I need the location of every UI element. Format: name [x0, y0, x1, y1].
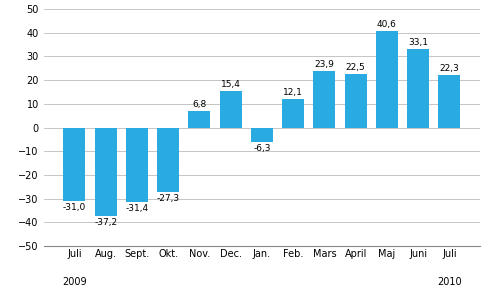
- Bar: [126, 128, 148, 202]
- Bar: [375, 31, 397, 128]
- Text: -31,0: -31,0: [62, 203, 86, 212]
- Text: -6,3: -6,3: [253, 144, 270, 153]
- Bar: [188, 111, 210, 128]
- Bar: [250, 128, 272, 142]
- Text: -31,4: -31,4: [125, 204, 148, 213]
- Text: 15,4: 15,4: [220, 80, 240, 89]
- Bar: [344, 74, 366, 128]
- Bar: [94, 128, 116, 216]
- Bar: [63, 128, 85, 201]
- Text: 40,6: 40,6: [376, 20, 396, 29]
- Text: 6,8: 6,8: [192, 100, 206, 109]
- Text: -27,3: -27,3: [156, 194, 180, 203]
- Bar: [438, 75, 459, 128]
- Bar: [219, 91, 241, 128]
- Text: 23,9: 23,9: [314, 60, 333, 69]
- Text: 22,5: 22,5: [345, 63, 365, 72]
- Text: 12,1: 12,1: [283, 88, 302, 97]
- Text: 22,3: 22,3: [439, 64, 458, 73]
- Bar: [282, 99, 303, 128]
- Text: -37,2: -37,2: [94, 218, 117, 226]
- Bar: [313, 71, 334, 128]
- Bar: [157, 128, 179, 192]
- Text: 2010: 2010: [436, 277, 461, 286]
- Text: 2009: 2009: [62, 277, 87, 286]
- Bar: [407, 49, 428, 128]
- Text: 33,1: 33,1: [408, 38, 427, 47]
